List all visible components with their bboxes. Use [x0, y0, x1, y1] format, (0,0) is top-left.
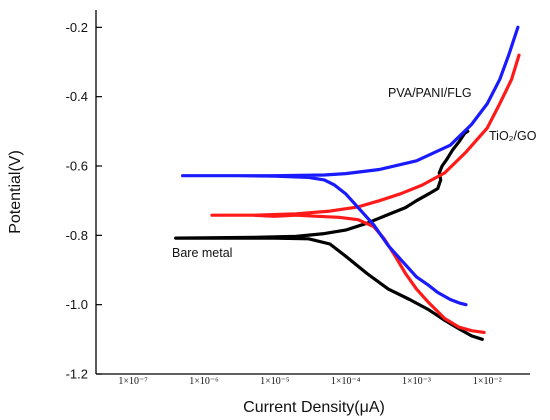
- series-label-tio-go: TiO₂/GO: [489, 129, 537, 143]
- series-labels: PVA/PANI/FLG TiO₂/GO Bare metal: [172, 86, 537, 260]
- y-tick-label: -0.6: [66, 159, 88, 174]
- y-tick-label: -1.2: [66, 367, 88, 382]
- y-tick-label: -0.8: [66, 228, 88, 243]
- series-line-pva-pani-flg: [181, 25, 520, 307]
- series-label-bare-metal: Bare metal: [172, 246, 232, 260]
- x-tick-label: 1×10⁻⁶: [189, 376, 219, 387]
- x-tick-label: 1×10⁻⁵: [260, 376, 289, 387]
- series-group: [174, 25, 521, 341]
- x-tick-label: 1×10⁻⁷: [118, 376, 148, 387]
- x-ticks: 1×10⁻⁷ 1×10⁻⁶ 1×10⁻⁵ 1×10⁻⁴ 1×10⁻³ 1×10⁻²: [118, 376, 501, 387]
- series-label-pva-pani-flg: PVA/PANI/FLG: [388, 86, 472, 100]
- y-ticks: -0.2 -0.4 -0.6 -0.8 -1.0 -1.2: [66, 20, 102, 382]
- y-tick-label: -0.2: [66, 20, 88, 35]
- x-tick-label: 1×10⁻⁴: [331, 376, 361, 387]
- y-tick-label: -1.0: [66, 297, 88, 312]
- axes: [95, 10, 530, 375]
- y-tick-label: -0.4: [66, 89, 88, 104]
- y-axis-title: Potential(V): [7, 150, 24, 234]
- series-line-bare-metal: [174, 129, 484, 341]
- x-axis-title: Current Density(μA): [243, 399, 385, 416]
- x-tick-label: 1×10⁻³: [402, 376, 431, 387]
- series-line-tio-go: [210, 53, 521, 334]
- x-tick-label: 1×10⁻²: [473, 376, 502, 387]
